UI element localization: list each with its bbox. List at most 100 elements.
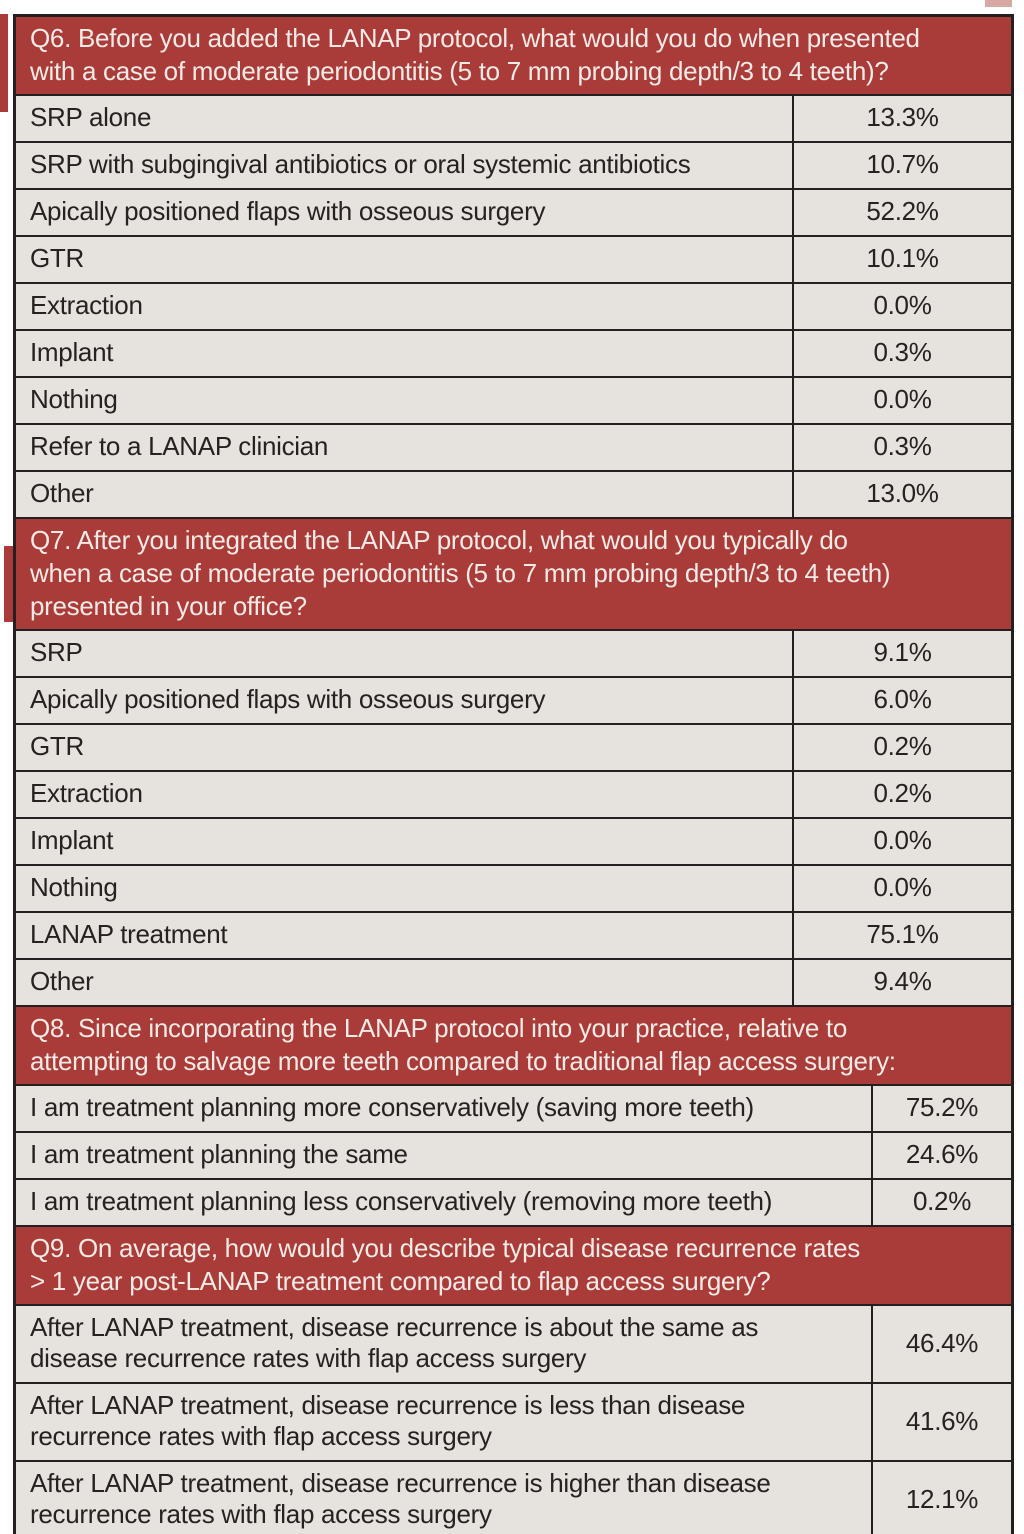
question-number: Q9. (30, 1233, 72, 1263)
answer-percentage: 0.0% (873, 825, 932, 855)
answer-label-cell: SRP (16, 631, 792, 676)
question-header-q8: Q8. Since incorporating the LANAP protoc… (16, 1005, 1011, 1084)
table-row: Extraction 0.0% (16, 282, 1011, 329)
answer-label: Extraction (30, 778, 143, 808)
answer-value-cell: 10.1% (792, 237, 1011, 282)
question-number: Q7. (30, 525, 72, 555)
answer-value-cell: 41.6% (871, 1384, 1011, 1460)
answer-label: After LANAP treatment, disease recurrenc… (30, 1468, 771, 1529)
table-row: I am treatment planning less conservativ… (16, 1178, 1011, 1225)
answer-percentage: 9.4% (873, 966, 932, 996)
table-row: Nothing 0.0% (16, 376, 1011, 423)
table-row: Refer to a LANAP clinician 0.3% (16, 423, 1011, 470)
answer-percentage: 13.3% (866, 102, 939, 132)
answer-label-cell: LANAP treatment (16, 913, 792, 958)
answer-value-cell: 0.0% (792, 378, 1011, 423)
answer-percentage: 12.1% (905, 1483, 979, 1514)
answer-percentage: 0.3% (873, 337, 932, 367)
answer-section-q8: I am treatment planning more conservativ… (16, 1084, 1011, 1225)
table-row: Nothing 0.0% (16, 864, 1011, 911)
question-header-q9: Q9. On average, how would you describe t… (16, 1225, 1011, 1304)
table-row: Implant 0.0% (16, 817, 1011, 864)
answer-section-q9: After LANAP treatment, disease recurrenc… (16, 1304, 1011, 1534)
table-row: After LANAP treatment, disease recurrenc… (16, 1382, 1011, 1460)
answer-label: Nothing (30, 384, 118, 414)
table-row: SRP with subgingival antibiotics or oral… (16, 141, 1011, 188)
answer-value-cell: 0.2% (792, 772, 1011, 817)
answer-percentage: 41.6% (905, 1405, 979, 1436)
answer-percentage: 52.2% (866, 196, 939, 226)
table-row: SRP alone 13.3% (16, 94, 1011, 141)
answer-percentage: 0.2% (912, 1186, 972, 1216)
answer-label-cell: I am treatment planning more conservativ… (16, 1086, 871, 1131)
answer-label: I am treatment planning more conservativ… (30, 1092, 754, 1122)
answer-label: SRP alone (30, 102, 152, 132)
answer-label: I am treatment planning the same (30, 1139, 408, 1169)
answer-label: SRP with subgingival antibiotics or oral… (30, 149, 691, 179)
answer-value-cell: 0.0% (792, 284, 1011, 329)
answer-label-cell: Extraction (16, 284, 792, 329)
answer-label: Nothing (30, 872, 118, 902)
table-row: GTR 0.2% (16, 723, 1011, 770)
table-row: I am treatment planning the same 24.6% (16, 1131, 1011, 1178)
table-row: Other 9.4% (16, 958, 1011, 1005)
answer-label: Implant (30, 825, 114, 855)
answer-label: Apically positioned flaps with osseous s… (30, 684, 546, 714)
answer-value-cell: 12.1% (871, 1462, 1011, 1534)
question-header-q6: Q6. Before you added the LANAP protocol,… (16, 17, 1011, 94)
answer-label-cell: Other (16, 472, 792, 517)
table-row: Extraction 0.2% (16, 770, 1011, 817)
answer-value-cell: 6.0% (792, 678, 1011, 723)
page-edge-artifact (0, 14, 8, 112)
answer-percentage: 10.7% (866, 149, 939, 179)
question-header-q7: Q7. After you integrated the LANAP proto… (16, 517, 1011, 629)
answer-percentage: 75.2% (905, 1092, 979, 1122)
table-row: Implant 0.3% (16, 329, 1011, 376)
answer-value-cell: 9.4% (792, 960, 1011, 1005)
answer-percentage: 0.2% (873, 731, 932, 761)
answer-value-cell: 0.3% (792, 425, 1011, 470)
answer-label-cell: Implant (16, 819, 792, 864)
answer-label: GTR (30, 243, 84, 273)
answer-label: Extraction (30, 290, 143, 320)
answer-label-cell: After LANAP treatment, disease recurrenc… (16, 1384, 871, 1460)
answer-value-cell: 13.0% (792, 472, 1011, 517)
answer-value-cell: 75.2% (871, 1086, 1011, 1131)
answer-value-cell: 0.0% (792, 819, 1011, 864)
table-row: GTR 10.1% (16, 235, 1011, 282)
answer-percentage: 0.0% (873, 872, 932, 902)
answer-label-cell: After LANAP treatment, disease recurrenc… (16, 1306, 871, 1382)
answer-value-cell: 0.2% (871, 1180, 1011, 1225)
table-row: I am treatment planning more conservativ… (16, 1084, 1011, 1131)
answer-label: GTR (30, 731, 84, 761)
answer-label-cell: Extraction (16, 772, 792, 817)
question-text: On average, how would you describe typic… (30, 1233, 860, 1296)
answer-label-cell: Nothing (16, 378, 792, 423)
answer-label-cell: I am treatment planning less conservativ… (16, 1180, 871, 1225)
answer-value-cell: 75.1% (792, 913, 1011, 958)
answer-label-cell: Nothing (16, 866, 792, 911)
answer-label: SRP (30, 637, 83, 667)
answer-value-cell: 10.7% (792, 143, 1011, 188)
answer-value-cell: 0.0% (792, 866, 1011, 911)
answer-value-cell: 0.3% (792, 331, 1011, 376)
answer-label-cell: I am treatment planning the same (16, 1133, 871, 1178)
table-row: Apically positioned flaps with osseous s… (16, 188, 1011, 235)
answer-value-cell: 9.1% (792, 631, 1011, 676)
answer-value-cell: 0.2% (792, 725, 1011, 770)
table-row: After LANAP treatment, disease recurrenc… (16, 1460, 1011, 1534)
answer-label: Other (30, 478, 94, 508)
answer-percentage: 0.3% (873, 431, 932, 461)
table-row: LANAP treatment 75.1% (16, 911, 1011, 958)
answer-label: After LANAP treatment, disease recurrenc… (30, 1312, 759, 1373)
answer-value-cell: 24.6% (871, 1133, 1011, 1178)
table-row: Apically positioned flaps with osseous s… (16, 676, 1011, 723)
table-row: Other 13.0% (16, 470, 1011, 517)
answer-label: Apically positioned flaps with osseous s… (30, 196, 546, 226)
answer-value-cell: 46.4% (871, 1306, 1011, 1382)
answer-percentage: 75.1% (866, 919, 939, 949)
answer-label: Refer to a LANAP clinician (30, 431, 329, 461)
table-row: After LANAP treatment, disease recurrenc… (16, 1304, 1011, 1382)
answer-percentage: 10.1% (866, 243, 939, 273)
